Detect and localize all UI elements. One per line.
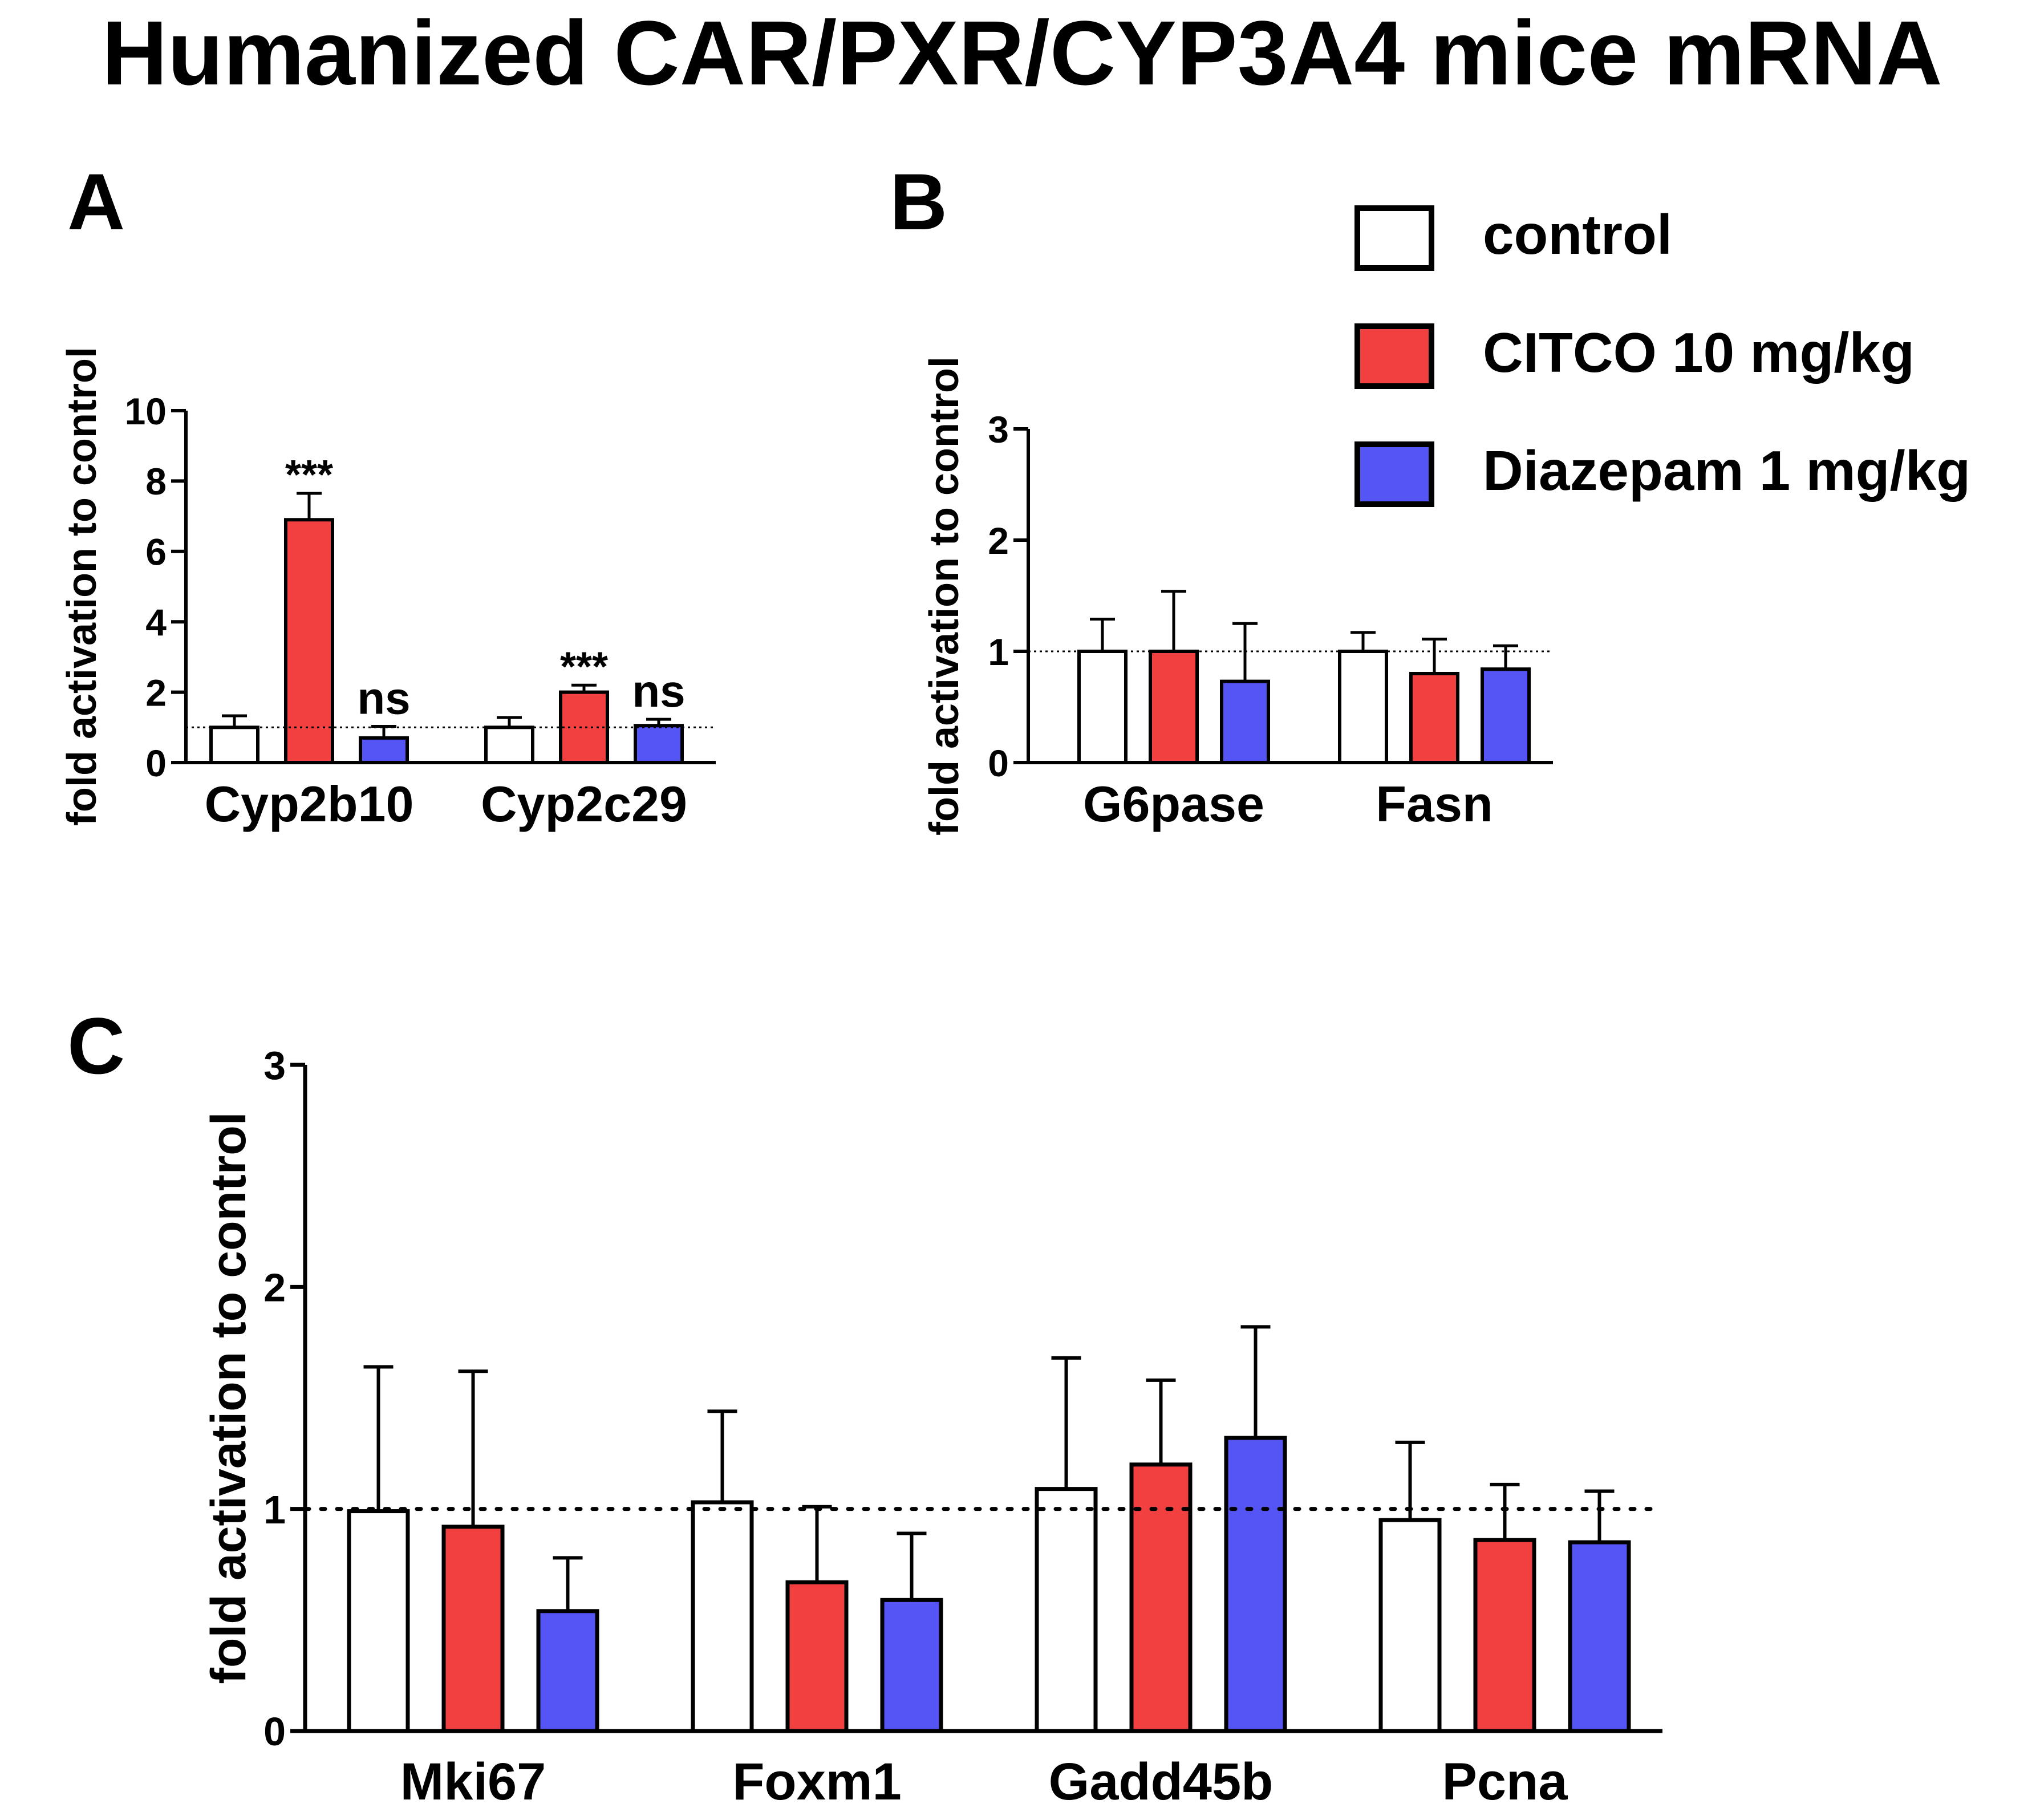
panel-a-annotation-cyp2b10-citco-10-mg-kg: *** — [285, 452, 333, 498]
panel-b-y-tick-label: 2 — [988, 520, 1009, 562]
panel-b-bar-g6pase-citco-10-mg-kg — [1149, 650, 1199, 764]
panel-c-y-axis-label: fold activation to control — [201, 1112, 256, 1684]
panel-a-y-axis-label: fold activation to control — [59, 347, 105, 826]
panel-c-bar-pcna-diazepam-1-mg-kg — [1568, 1540, 1631, 1733]
panel-c-bar-pcna-control — [1378, 1518, 1442, 1733]
panel-a-bar-cyp2b10-citco-10-mg-kg — [284, 518, 334, 765]
panel-a-annotation-cyp2c29-citco-10-mg-kg: *** — [560, 644, 608, 690]
panel-b-bar-fasn-diazepam-1-mg-kg — [1481, 667, 1531, 764]
panel-a-bar-cyp2c29-citco-10-mg-kg — [559, 690, 609, 764]
panel-c-category-label-mki67: Mki67 — [400, 1753, 546, 1811]
panel-c-bar-foxm1-control — [691, 1500, 754, 1733]
figure-title: Humanized CAR/PXR/CYP3A4 mice mRNA — [102, 2, 1942, 104]
panel-b-category-label-g6pase: G6pase — [1083, 776, 1264, 832]
panel-a-annotation-cyp2c29-diazepam-1-mg-kg: ns — [632, 666, 685, 716]
panel-c-category-label-gadd45b: Gadd45b — [1049, 1753, 1274, 1811]
panel-c-bar-mki67-control — [347, 1509, 410, 1733]
panel-c-bar-foxm1-diazepam-1-mg-kg — [880, 1598, 943, 1733]
panel-b-category-label-fasn: Fasn — [1376, 776, 1493, 832]
legend-swatch-control — [1354, 205, 1434, 271]
panel-letter-c: C — [67, 1001, 125, 1091]
panel-c-bar-mki67-diazepam-1-mg-kg — [536, 1609, 599, 1733]
panel-a-y-tick-label: 6 — [145, 531, 167, 573]
legend-swatch-citco — [1354, 323, 1434, 389]
panel-b-y-tick-label: 1 — [988, 631, 1009, 673]
panel-b-bar-g6pase-control — [1077, 650, 1128, 764]
panel-a-category-label-cyp2b10: Cyp2b10 — [205, 776, 414, 832]
legend: control CITCO 10 mg/kg Diazepam 1 mg/kg — [1354, 203, 1970, 507]
panel-c-bar-gadd45b-control — [1035, 1487, 1098, 1733]
panel-letter-a: A — [67, 157, 125, 246]
panel-b-bar-g6pase-diazepam-1-mg-kg — [1220, 679, 1270, 765]
panel-a-bar-cyp2b10-diazepam-1-mg-kg — [359, 736, 409, 765]
panel-b-bar-fasn-citco-10-mg-kg — [1409, 672, 1459, 764]
panel-c-bar-foxm1-citco-10-mg-kg — [785, 1580, 849, 1733]
panel-b-chart: 0 1 2 3 fold activation to control G6pase Fasn — [922, 356, 1553, 836]
panel-a-y-tick-label: 8 — [145, 460, 167, 502]
panel-a-y-tick-label: 0 — [145, 742, 167, 784]
panel-a-bar-cyp2c29-diazepam-1-mg-kg — [634, 724, 684, 764]
panel-c-bar-gadd45b-citco-10-mg-kg — [1129, 1462, 1193, 1733]
panel-a-y-tick-label: 10 — [125, 390, 167, 432]
panel-b-y-tick-label: 3 — [988, 408, 1009, 451]
panel-a-y-tick-label: 2 — [145, 671, 167, 714]
panel-c-y-tick-label: 3 — [263, 1043, 286, 1088]
panel-a-chart: 0 2 4 6 8 10 fold activation to control Cyp2b10… — [59, 347, 716, 832]
panel-letter-b: B — [890, 157, 947, 246]
panel-c-y-tick-label: 1 — [263, 1487, 286, 1532]
panel-c-bar-pcna-citco-10-mg-kg — [1473, 1538, 1536, 1733]
panel-a-category-label-cyp2c29: Cyp2c29 — [481, 776, 687, 832]
panel-b-bar-fasn-control — [1338, 650, 1388, 764]
panel-a-y-tick-label: 4 — [145, 601, 167, 643]
legend-label-control: control — [1483, 203, 1672, 266]
panel-c-category-label-foxm1: Foxm1 — [732, 1753, 902, 1811]
legend-swatch-diazepam — [1354, 441, 1434, 507]
panel-c-category-label-pcna: Pcna — [1442, 1753, 1568, 1811]
panel-a-annotation-cyp2b10-diazepam-1-mg-kg: ns — [357, 672, 410, 723]
legend-label-diazepam: Diazepam 1 mg/kg — [1483, 439, 1970, 502]
panel-c-y-tick-label: 0 — [263, 1709, 286, 1754]
panel-b-y-axis-label: fold activation to control — [922, 356, 967, 836]
panel-c-bar-gadd45b-diazepam-1-mg-kg — [1224, 1436, 1287, 1733]
legend-label-citco: CITCO 10 mg/kg — [1483, 321, 1915, 384]
panel-c-y-tick-label: 2 — [263, 1266, 286, 1310]
panel-a-bar-cyp2c29-control — [484, 725, 534, 765]
panel-a-bar-cyp2b10-control — [209, 725, 259, 765]
panel-b-y-tick-label: 0 — [988, 742, 1009, 784]
panel-c-bar-mki67-citco-10-mg-kg — [441, 1525, 505, 1733]
